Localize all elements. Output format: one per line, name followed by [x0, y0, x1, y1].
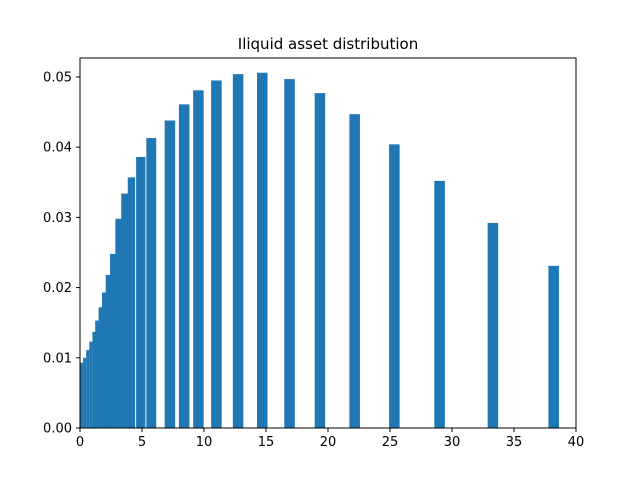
bar	[211, 80, 222, 428]
y-tick-label: 0.03	[43, 211, 72, 226]
bar	[164, 120, 176, 429]
bar	[115, 218, 122, 428]
y-tick-label: 0.00	[43, 422, 72, 437]
x-tick-label: 10	[196, 435, 213, 450]
bar	[110, 253, 116, 428]
y-tick-label: 0.01	[43, 351, 72, 366]
bar	[105, 274, 111, 428]
x-axis-ticks: 0 5 10 15 20 25 30 35 40	[76, 428, 584, 450]
bar	[548, 265, 559, 428]
bar	[349, 114, 360, 429]
x-tick-label: 0	[76, 435, 84, 450]
bar	[127, 177, 136, 428]
bar	[314, 93, 326, 428]
y-tick-label: 0.04	[43, 141, 72, 156]
bar	[95, 320, 99, 428]
bar	[102, 292, 107, 428]
chart-title: Iliquid asset distribution	[238, 35, 418, 53]
bar	[80, 362, 84, 428]
x-tick-label: 15	[258, 435, 275, 450]
bar	[284, 79, 295, 428]
bar	[92, 331, 96, 428]
bar	[86, 350, 90, 428]
plot-frame	[79, 57, 577, 429]
bars-layer	[80, 72, 559, 429]
bar	[389, 144, 400, 429]
bar	[121, 193, 129, 428]
bar	[146, 138, 157, 429]
bar	[89, 341, 93, 428]
bar	[193, 90, 204, 429]
bar	[257, 72, 268, 429]
bar	[487, 222, 499, 428]
bar	[136, 156, 146, 429]
y-axis-ticks: 0.00 0.01 0.02 0.03 0.04 0.05	[43, 70, 80, 437]
bar	[98, 307, 103, 428]
bar	[178, 104, 190, 428]
x-tick-label: 20	[320, 435, 337, 450]
bar	[83, 357, 87, 428]
x-tick-label: 40	[568, 435, 585, 450]
y-tick-label: 0.05	[43, 70, 72, 85]
x-tick-label: 35	[506, 435, 523, 450]
bar	[434, 180, 445, 428]
bar	[232, 74, 244, 429]
y-tick-label: 0.02	[43, 281, 72, 296]
x-tick-label: 5	[138, 435, 146, 450]
x-tick-label: 30	[444, 435, 461, 450]
x-tick-label: 25	[382, 435, 399, 450]
